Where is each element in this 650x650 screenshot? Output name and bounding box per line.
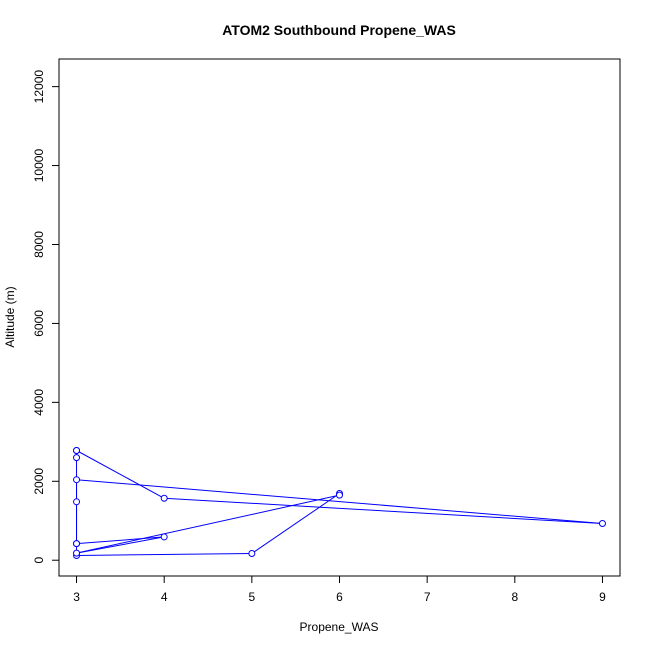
data-point [73,476,81,484]
data-point [598,520,606,528]
y-tick-label: 12000 [32,70,46,104]
data-point [160,494,168,502]
series-line-segment [76,479,603,525]
y-tick-label: 6000 [32,310,46,337]
series-line-segment [251,493,340,554]
series-line-segment [164,497,603,525]
data-point [73,498,81,506]
x-axis: 3 4 5 6 7 8 9 [73,575,606,604]
y-tick-label: 10000 [32,149,46,183]
x-axis-label: Propene_WAS [300,620,379,634]
chart-title: ATOM2 Southbound Propene_WAS [222,22,456,38]
series-line-segment [76,553,252,556]
y-tick-label: 0 [32,557,46,564]
data-point [73,549,81,557]
y-tick-label: 8000 [32,231,46,258]
x-tick-label: 6 [336,590,343,604]
x-tick-label: 9 [599,590,606,604]
y-axis: 0 2000 4000 6000 8000 10000 12000 [32,70,60,564]
data-point [73,454,81,462]
data-point [73,446,81,454]
x-tick-label: 4 [161,590,168,604]
series-line-segment [76,536,165,554]
x-tick-label: 5 [249,590,256,604]
data-point [73,540,81,548]
data-point [160,533,168,541]
x-tick-label: 7 [424,590,431,604]
x-tick-label: 3 [73,590,80,604]
y-tick-label: 2000 [32,468,46,495]
series-layer [73,446,606,559]
y-tick-label: 4000 [32,389,46,416]
x-tick-label: 8 [511,590,518,604]
data-point [248,550,256,558]
y-axis-label: Altitude (m) [3,286,17,347]
series-line-segment [76,536,165,545]
data-point [336,491,343,499]
series-line-segment [76,450,165,499]
series-line-segment [76,494,340,554]
